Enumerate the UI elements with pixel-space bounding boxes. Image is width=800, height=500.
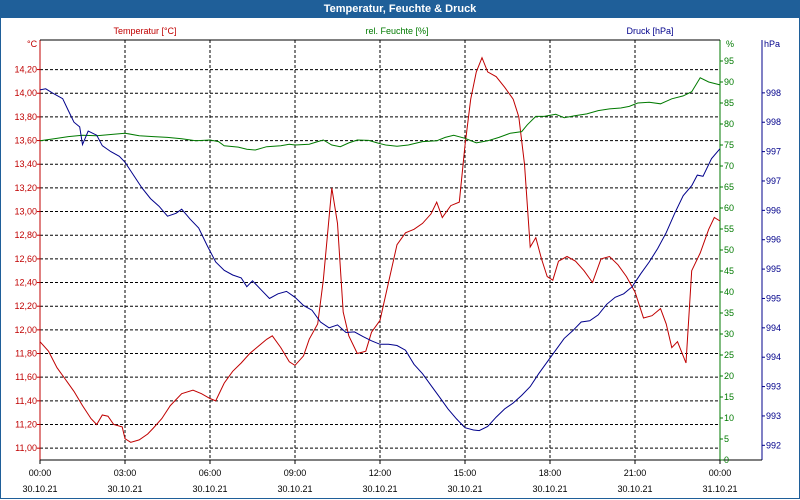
pressure-tick-label: 995 xyxy=(766,264,781,274)
x-tick-date: 30.10.21 xyxy=(617,484,652,494)
x-tick-date: 31.10.21 xyxy=(702,484,737,494)
temperature-tick-label: 11,80 xyxy=(15,349,37,359)
humidity-series-line xyxy=(39,77,721,151)
temperature-tick-label: 13,00 xyxy=(14,207,37,217)
pressure-tick-label: 993 xyxy=(766,411,781,421)
temperature-tick-label: 11,60 xyxy=(15,372,37,382)
x-tick-date: 30.10.21 xyxy=(22,484,57,494)
pressure-tick-label: 996 xyxy=(766,235,781,245)
humidity-tick-label: 35 xyxy=(724,308,734,318)
pressure-tick-label: 998 xyxy=(766,117,781,127)
pressure-tick-label: 996 xyxy=(766,205,781,215)
temperature-tick-label: 11,40 xyxy=(15,396,37,406)
pressure-tick-label: 992 xyxy=(766,440,781,450)
x-tick-time: 21:00 xyxy=(624,468,647,478)
grid-lines xyxy=(40,40,720,460)
temperature-tick-label: 12,80 xyxy=(14,230,37,240)
temperature-series-line xyxy=(39,56,721,443)
x-tick-date: 30.10.21 xyxy=(532,484,567,494)
humidity-tick-label: 60 xyxy=(724,203,734,213)
temperature-tick-label: 14,00 xyxy=(14,88,37,98)
humidity-tick-label: 80 xyxy=(724,119,734,129)
x-tick-date: 30.10.21 xyxy=(447,484,482,494)
x-tick-time: 18:00 xyxy=(539,468,562,478)
humidity-tick-label: 5 xyxy=(724,434,729,444)
pressure-tick-label: 997 xyxy=(766,147,781,157)
temperature-tick-label: 13,80 xyxy=(14,112,37,122)
pressure-tick-label: 994 xyxy=(766,352,781,362)
temperature-tick-label: 13,20 xyxy=(14,183,37,193)
humidity-tick-label: 40 xyxy=(724,287,734,297)
temperature-tick-label: 14,20 xyxy=(14,65,37,75)
humidity-tick-label: 0 xyxy=(724,455,729,465)
temperature-tick-label: 12,20 xyxy=(14,301,37,311)
axes: 11,00 11,20 11,40 11,60 11,80 12,00 12,20 12,40… xyxy=(14,39,781,494)
pressure-axis-unit: hPa xyxy=(764,39,780,49)
humidity-tick-label: 10 xyxy=(724,413,734,423)
x-tick-time: 09:00 xyxy=(284,468,307,478)
humidity-tick-label: 75 xyxy=(724,140,734,150)
pressure-tick-label: 998 xyxy=(766,88,781,98)
pressure-tick-label: 993 xyxy=(766,382,781,392)
humidity-tick-label: 70 xyxy=(724,161,734,171)
humidity-tick-label: 95 xyxy=(724,56,734,66)
temperature-tick-label: 12,00 xyxy=(14,325,37,335)
humidity-tick-label: 20 xyxy=(724,371,734,381)
temperature-tick-label: 13,60 xyxy=(14,136,37,146)
pressure-series-line xyxy=(39,88,721,432)
humidity-tick-label: 30 xyxy=(724,329,734,339)
x-tick-time: 15:00 xyxy=(454,468,477,478)
humidity-tick-label: 85 xyxy=(724,98,734,108)
humidity-tick-label: 25 xyxy=(724,350,734,360)
humidity-axis-unit: % xyxy=(726,39,734,49)
x-tick-time: 00:00 xyxy=(709,468,732,478)
humidity-tick-label: 55 xyxy=(724,224,734,234)
temperature-tick-label: 11,00 xyxy=(15,443,37,453)
humidity-tick-label: 90 xyxy=(724,77,734,87)
temperature-tick-label: 11,20 xyxy=(15,420,37,430)
temperature-tick-label: 13,40 xyxy=(14,159,37,169)
pressure-tick-label: 994 xyxy=(766,323,781,333)
temperature-tick-label: 12,60 xyxy=(14,254,37,264)
humidity-tick-label: 65 xyxy=(724,182,734,192)
window-title: Temperatur, Feuchte & Druck xyxy=(0,0,800,18)
x-tick-time: 00:00 xyxy=(29,468,52,478)
x-tick-time: 03:00 xyxy=(114,468,137,478)
x-tick-date: 30.10.21 xyxy=(107,484,142,494)
x-tick-time: 06:00 xyxy=(199,468,222,478)
humidity-tick-label: 45 xyxy=(724,266,734,276)
temperature-axis-unit: °C xyxy=(27,39,38,49)
temperature-axis-label: Temperatur [°C] xyxy=(113,26,176,36)
humidity-tick-label: 50 xyxy=(724,245,734,255)
x-tick-date: 30.10.21 xyxy=(362,484,397,494)
pressure-tick-label: 995 xyxy=(766,293,781,303)
x-tick-date: 30.10.21 xyxy=(192,484,227,494)
pressure-tick-label: 997 xyxy=(766,176,781,186)
humidity-tick-label: 15 xyxy=(724,392,734,402)
x-tick-date: 30.10.21 xyxy=(277,484,312,494)
series-lines xyxy=(39,56,721,443)
humidity-axis-label: rel. Feuchte [%] xyxy=(365,26,428,36)
temperature-tick-label: 12,40 xyxy=(14,278,37,288)
x-tick-time: 12:00 xyxy=(369,468,392,478)
pressure-axis-label: Druck [hPa] xyxy=(626,26,673,36)
